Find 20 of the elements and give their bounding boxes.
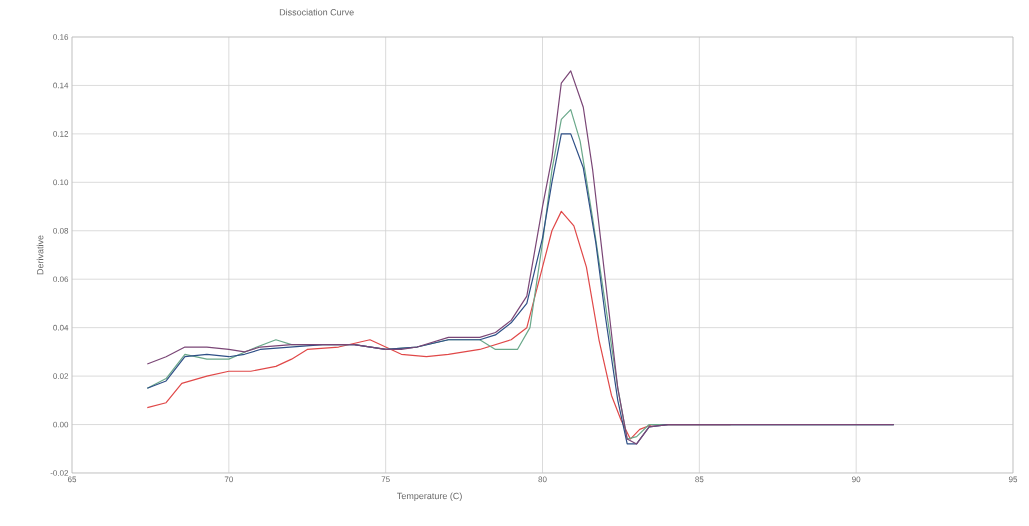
x-tick-label: 95: [1008, 476, 1018, 483]
y-tick-label: 0.12: [53, 131, 69, 137]
y-tick-label: 0.14: [53, 82, 69, 89]
y-tick-label: -0.02: [50, 470, 69, 476]
y-tick-label: 0.16: [53, 34, 69, 40]
y-tick-label: 0.10: [53, 179, 69, 186]
x-tick-label: 85: [695, 476, 704, 483]
chart-title: Dissociation Curve: [279, 8, 354, 16]
y-tick-label: 0.08: [53, 227, 69, 234]
x-axis-title: Temperature (C): [397, 492, 462, 501]
y-tick-label: 0.04: [53, 324, 69, 331]
y-axis-title: Derivative: [36, 235, 44, 275]
y-tick-label: 0.02: [53, 373, 69, 379]
x-tick-label: 70: [224, 476, 233, 483]
y-tick-label: 0.06: [53, 276, 69, 283]
x-tick-label: 80: [538, 476, 547, 483]
x-tick-label: 90: [852, 476, 861, 483]
x-tick-label: 75: [381, 476, 390, 483]
y-tick-label: 0.00: [53, 421, 69, 428]
x-tick-label: 65: [67, 476, 77, 483]
